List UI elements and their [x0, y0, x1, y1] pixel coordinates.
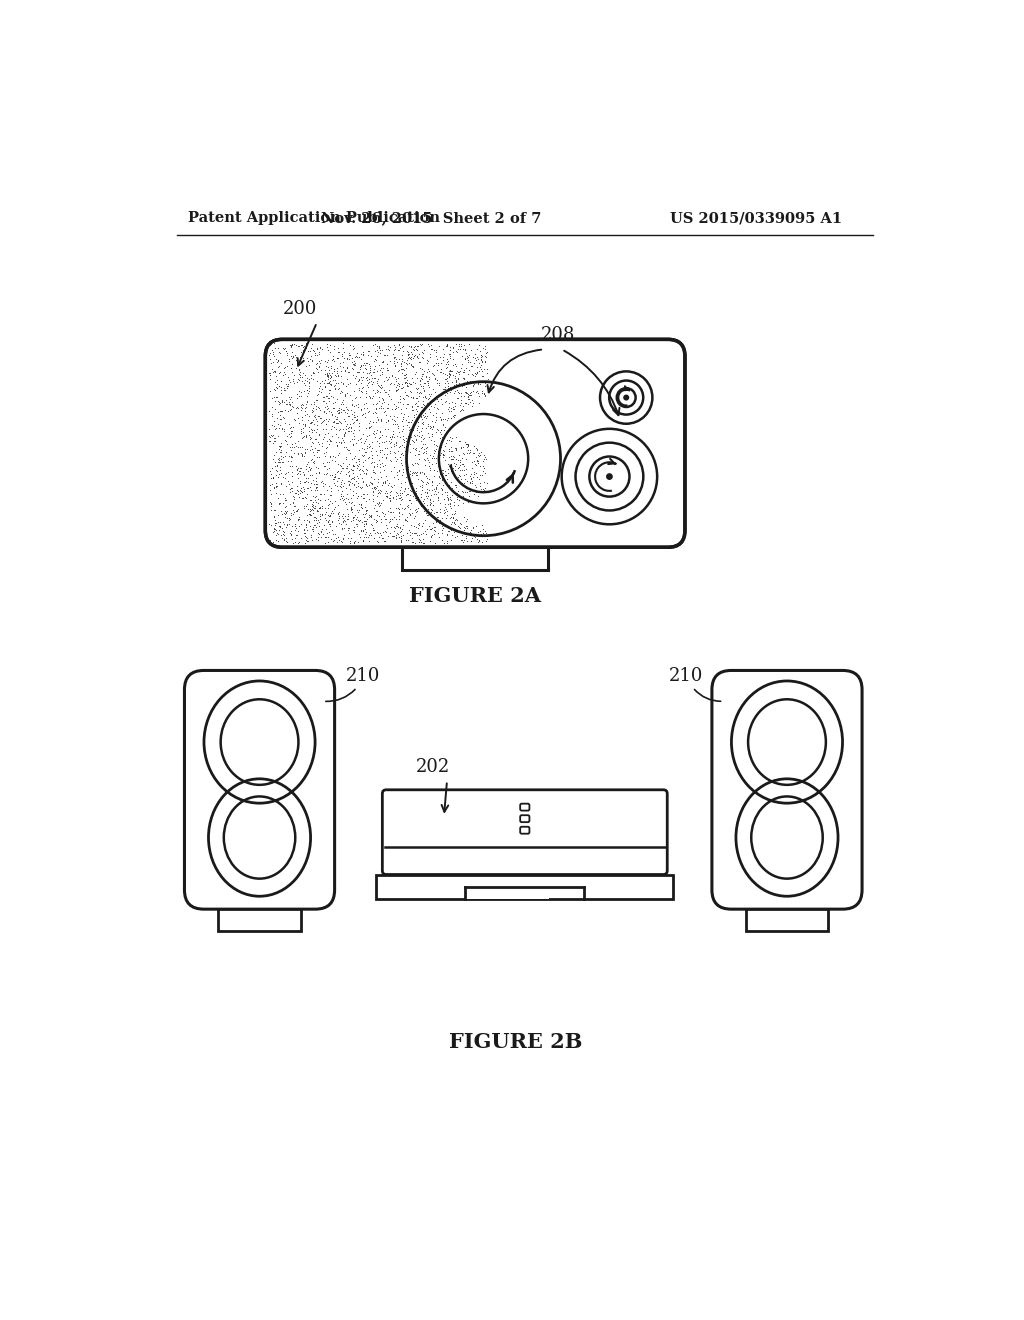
FancyBboxPatch shape: [265, 339, 685, 548]
Text: 208: 208: [541, 326, 575, 345]
Text: FIGURE 2A: FIGURE 2A: [409, 586, 541, 606]
Text: US 2015/0339095 A1: US 2015/0339095 A1: [670, 211, 842, 226]
FancyBboxPatch shape: [520, 816, 529, 822]
Bar: [402, 548, 548, 570]
Bar: [218, 909, 301, 931]
FancyBboxPatch shape: [520, 826, 529, 834]
Text: 210: 210: [346, 667, 380, 685]
Bar: [745, 909, 828, 931]
Bar: [465, 886, 549, 899]
FancyBboxPatch shape: [520, 804, 529, 810]
Text: FIGURE 2B: FIGURE 2B: [449, 1032, 583, 1052]
FancyBboxPatch shape: [712, 671, 862, 909]
FancyBboxPatch shape: [382, 789, 668, 875]
Bar: [376, 875, 674, 899]
FancyBboxPatch shape: [184, 671, 335, 909]
Text: 210: 210: [670, 667, 703, 685]
Text: Patent Application Publication: Patent Application Publication: [188, 211, 440, 226]
Circle shape: [607, 474, 612, 479]
Text: Nov. 26, 2015  Sheet 2 of 7: Nov. 26, 2015 Sheet 2 of 7: [321, 211, 541, 226]
Text: 202: 202: [416, 758, 451, 776]
Circle shape: [624, 395, 629, 400]
Text: 200: 200: [283, 300, 317, 318]
